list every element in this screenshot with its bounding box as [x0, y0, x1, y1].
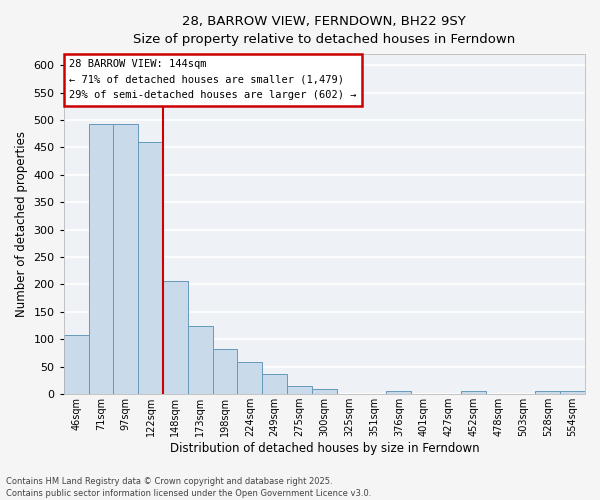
Bar — [312, 388, 337, 394]
Title: 28, BARROW VIEW, FERNDOWN, BH22 9SY
Size of property relative to detached houses: 28, BARROW VIEW, FERNDOWN, BH22 9SY Size… — [133, 15, 515, 46]
Bar — [138, 142, 163, 394]
Bar — [89, 124, 113, 394]
Bar — [188, 326, 212, 394]
X-axis label: Distribution of detached houses by size in Ferndown: Distribution of detached houses by size … — [170, 442, 479, 455]
Bar — [535, 392, 560, 394]
Bar — [386, 392, 411, 394]
Bar — [163, 280, 188, 394]
Text: Contains HM Land Registry data © Crown copyright and database right 2025.
Contai: Contains HM Land Registry data © Crown c… — [6, 476, 371, 498]
Bar — [461, 392, 486, 394]
Bar — [287, 386, 312, 394]
Y-axis label: Number of detached properties: Number of detached properties — [15, 131, 28, 317]
Bar — [64, 336, 89, 394]
Bar — [212, 349, 238, 394]
Bar — [238, 362, 262, 394]
Bar — [113, 124, 138, 394]
Text: 28 BARROW VIEW: 144sqm
← 71% of detached houses are smaller (1,479)
29% of semi-: 28 BARROW VIEW: 144sqm ← 71% of detached… — [69, 59, 356, 100]
Bar — [262, 374, 287, 394]
Bar — [560, 392, 585, 394]
